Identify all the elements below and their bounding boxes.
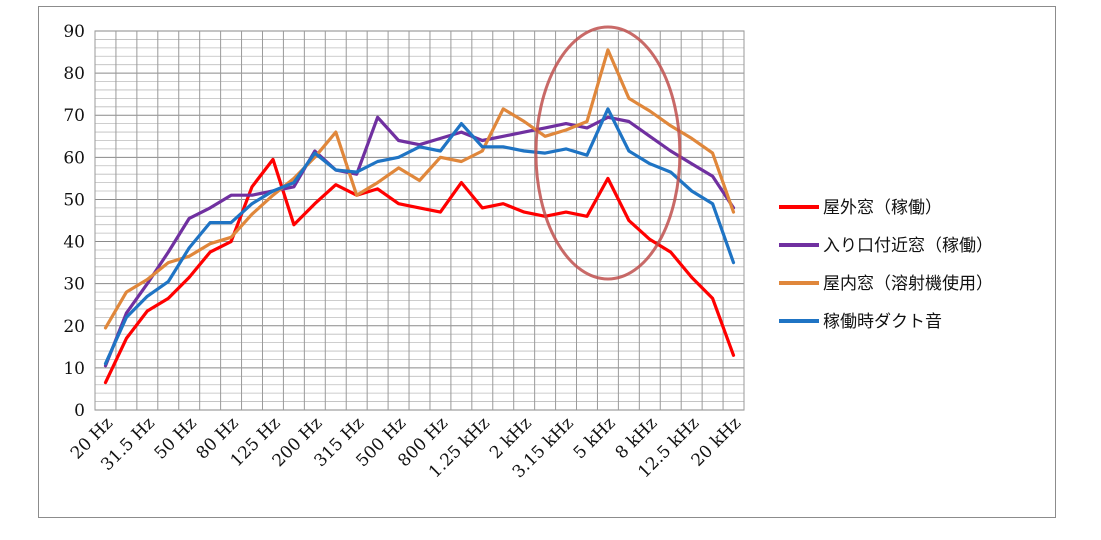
y-tick-label: 50: [63, 190, 85, 210]
y-tick-label: 70: [63, 106, 85, 126]
legend: 屋外窓（稼働） 入り口付近窓（稼働） 屋内窓（溶射機使用） 稼働時ダクト音: [779, 198, 993, 332]
y-tick-label: 20: [63, 317, 85, 337]
series-line-3: [103, 48, 736, 330]
x-tick-label: 50 Hz: [151, 413, 201, 463]
legend-label: 稼働時ダクト音: [823, 312, 942, 332]
y-axis: 0 10 20 30 40 50 60 70 80 90: [63, 22, 85, 421]
y-tick-label: 40: [63, 233, 85, 253]
legend-label: 屋外窓（稼働）: [823, 198, 942, 218]
series-line-2: [103, 115, 736, 368]
y-tick-label: 80: [63, 64, 85, 84]
legend-label: 入り口付近窓（稼働）: [823, 236, 993, 256]
y-tick-label: 10: [63, 359, 85, 379]
y-tick-label: 0: [74, 401, 85, 421]
series-line-1: [103, 157, 736, 385]
series-line-4: [103, 107, 736, 366]
plot-area: [94, 30, 745, 411]
legend-label: 屋内窓（溶射機使用）: [823, 273, 993, 294]
chart-frame: 0 10 20 30 40 50 60 70 80 90 20 Hz 31.5 Hz 50 Hz 80 …: [38, 6, 1056, 518]
highlight-ellipse: [534, 25, 682, 281]
y-tick-label: 90: [63, 22, 85, 42]
y-tick-label: 60: [63, 148, 85, 168]
y-tick-label: 30: [63, 275, 85, 295]
annotation-layer: [534, 25, 682, 281]
plot-grid: [94, 30, 745, 411]
series-lines: [103, 48, 736, 385]
x-tick-label: 5 kHz: [570, 413, 620, 463]
